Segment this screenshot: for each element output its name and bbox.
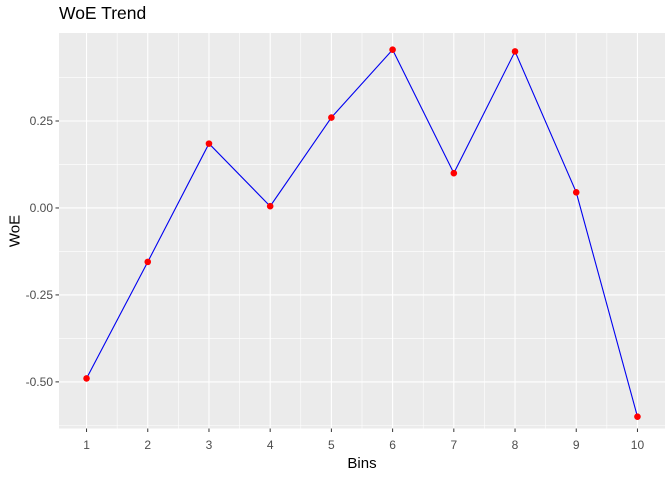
x-tick-label: 5 (328, 438, 335, 452)
x-tick-label: 3 (206, 438, 213, 452)
y-tick-label: -0.50 (26, 375, 54, 389)
chart-title: WoE Trend (59, 3, 147, 23)
x-tick-label: 2 (144, 438, 151, 452)
data-point (83, 375, 90, 382)
x-tick-label: 9 (573, 438, 580, 452)
x-tick-label: 4 (267, 438, 274, 452)
data-point (205, 140, 213, 147)
x-tick-label: 6 (389, 438, 396, 452)
data-point (266, 202, 274, 210)
data-point (634, 413, 641, 420)
data-point (450, 169, 458, 177)
data-point (389, 46, 396, 53)
y-tick-label: -0.25 (26, 288, 54, 302)
x-tick-label: 8 (512, 438, 519, 452)
x-tick-label: 7 (450, 438, 457, 452)
trend-line (86, 48, 638, 417)
y-tick-label: 0.25 (30, 114, 54, 128)
data-point (328, 114, 335, 121)
x-tick-label: 10 (631, 438, 645, 452)
x-axis-title: Bins (347, 455, 377, 472)
data-point (511, 48, 519, 55)
x-tick-label: 1 (83, 438, 90, 452)
y-tick-label: 0.00 (30, 201, 54, 215)
data-point (144, 258, 152, 266)
data-point (572, 189, 580, 196)
